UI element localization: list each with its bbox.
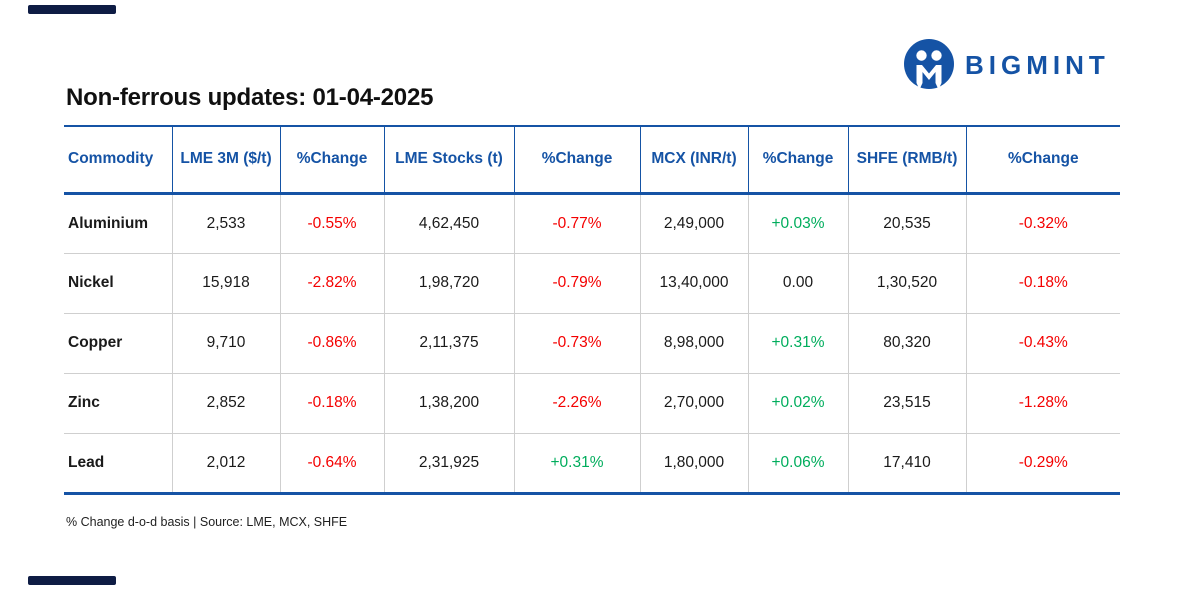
column-header: %Change (747, 125, 848, 195)
cell-mcx-change: +0.06% (747, 432, 848, 495)
column-header: MCX (INR/t) (639, 125, 748, 195)
cell-lme-3m-change: -0.18% (279, 372, 384, 433)
cell-lme-stocks: 2,11,375 (383, 312, 514, 373)
cell-mcx: 2,70,000 (639, 372, 748, 433)
cell-lme-stocks-change: -0.79% (513, 252, 640, 313)
cell-lme-3m: 9,710 (171, 312, 280, 373)
column-header: %Change (513, 125, 640, 195)
cell-mcx-change: +0.02% (747, 372, 848, 433)
cell-mcx: 2,49,000 (639, 193, 748, 253)
cell-shfe-change: -0.29% (965, 432, 1120, 495)
cell-shfe: 20,535 (847, 193, 966, 253)
table-row: Lead 2,012 -0.64% 2,31,925 +0.31% 1,80,000 +0.… (64, 432, 1120, 495)
cell-lme-3m-change: -0.55% (279, 193, 384, 253)
cell-shfe-change: -0.43% (965, 312, 1120, 373)
table-row: Zinc 2,852 -0.18% 1,38,200 -2.26% 2,70,000 +0.… (64, 372, 1120, 433)
column-header: LME 3M ($/t) (171, 125, 280, 195)
cell-shfe-change: -0.18% (965, 252, 1120, 313)
cell-mcx: 13,40,000 (639, 252, 748, 313)
cell-commodity: Copper (64, 312, 172, 373)
cell-lme-stocks: 1,38,200 (383, 372, 514, 433)
cell-lme-stocks: 2,31,925 (383, 432, 514, 495)
cell-lme-stocks-change: -0.77% (513, 193, 640, 253)
cell-lme-3m: 2,852 (171, 372, 280, 433)
cell-lme-3m-change: -2.82% (279, 252, 384, 313)
bigmint-logo-icon (903, 38, 955, 92)
cell-lme-3m: 15,918 (171, 252, 280, 313)
cell-shfe: 17,410 (847, 432, 966, 495)
cell-shfe-change: -1.28% (965, 372, 1120, 433)
cell-lme-stocks-change: +0.31% (513, 432, 640, 495)
column-header: LME Stocks (t) (383, 125, 514, 195)
cell-shfe: 1,30,520 (847, 252, 966, 313)
cell-shfe: 80,320 (847, 312, 966, 373)
page-title: Non-ferrous updates: 01-04-2025 (66, 84, 434, 111)
cell-lme-3m: 2,012 (171, 432, 280, 495)
cell-mcx-change: 0.00 (747, 252, 848, 313)
cell-lme-3m-change: -0.86% (279, 312, 384, 373)
cell-mcx: 1,80,000 (639, 432, 748, 495)
cell-lme-stocks-change: -0.73% (513, 312, 640, 373)
brand-name: BIGMINT (965, 49, 1110, 80)
footnote: % Change d-o-d basis | Source: LME, MCX,… (66, 515, 348, 529)
cell-shfe: 23,515 (847, 372, 966, 433)
table-row: Aluminium 2,533 -0.55% 4,62,450 -0.77% 2,49,0… (64, 193, 1120, 253)
accent-bar-top (28, 5, 116, 14)
column-header: Commodity (64, 125, 172, 195)
header-row: Commodity LME 3M ($/t) %Change LME Stocks (… (64, 125, 1120, 195)
table-row: Copper 9,710 -0.86% 2,11,375 -0.73% 8,98,000 +… (64, 312, 1120, 373)
cell-mcx: 8,98,000 (639, 312, 748, 373)
commodities-table: Commodity LME 3M ($/t) %Change LME Stocks (… (64, 125, 1120, 495)
cell-commodity: Nickel (64, 252, 172, 313)
brand-logo: BIGMINT (903, 38, 1110, 92)
cell-lme-stocks: 1,98,720 (383, 252, 514, 313)
accent-bar-bottom (28, 576, 116, 585)
cell-commodity: Aluminium (68, 214, 149, 232)
cell-lme-3m: 2,533 (171, 193, 280, 253)
cell-mcx-change: +0.31% (747, 312, 848, 373)
cell-commodity: Zinc (64, 372, 172, 433)
cell-commodity: Lead (64, 432, 172, 495)
column-header: %Change (965, 125, 1120, 195)
table-row: Nickel 15,918 -2.82% 1,98,720 -0.79% 13,40,00… (64, 252, 1120, 313)
table-body: Aluminium 2,533 -0.55% 4,62,450 -0.77% 2,49,0… (64, 193, 1120, 495)
cell-mcx-change: +0.03% (747, 193, 848, 253)
column-header: SHFE (RMB/t) (847, 125, 966, 195)
cell-lme-stocks-change: -2.26% (513, 372, 640, 433)
cell-shfe-change: -0.32% (965, 193, 1120, 253)
column-header: %Change (279, 125, 384, 195)
cell-lme-stocks: 4,62,450 (383, 193, 514, 253)
cell-lme-3m-change: -0.64% (279, 432, 384, 495)
